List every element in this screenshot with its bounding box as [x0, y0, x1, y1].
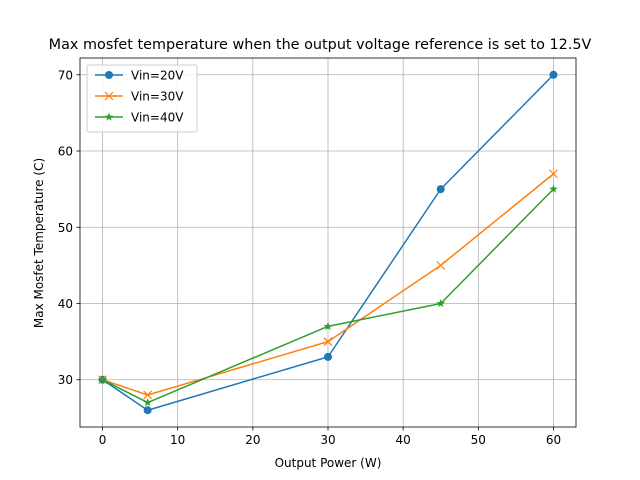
legend-label: Vin=20V [131, 69, 184, 83]
x-axis-label: Output Power (W) [275, 456, 382, 470]
data-point [436, 260, 446, 270]
chart-title: Max mosfet temperature when the output v… [49, 37, 592, 53]
y-tick-label: 70 [58, 68, 73, 82]
data-point [323, 321, 333, 330]
data-point [143, 390, 153, 400]
legend-item: Vin=40V [95, 111, 184, 125]
data-point [143, 406, 152, 415]
x-tick-label: 50 [471, 433, 486, 447]
y-tick-label: 40 [58, 297, 73, 311]
y-tick-label: 60 [58, 145, 73, 159]
x-tick-label: 0 [99, 433, 107, 447]
y-tick-label: 50 [58, 221, 73, 235]
legend-marker [104, 112, 114, 121]
legend-item: Vin=20V [95, 69, 184, 83]
legend: Vin=20V Vin=30V Vin=40V [86, 64, 198, 133]
data-point [323, 337, 333, 347]
data-point [143, 398, 152, 407]
legend-marker [104, 91, 114, 101]
x-tick-label: 10 [170, 433, 185, 447]
legend-item: Vin=30V [95, 90, 184, 104]
x-tick-label: 30 [320, 433, 335, 447]
x-tick-label: 60 [546, 433, 561, 447]
y-axis-ticks: 30 40 50 60 70 [58, 68, 80, 387]
y-tick-label: 30 [58, 373, 73, 387]
data-point [436, 185, 445, 194]
series-2 [98, 184, 558, 407]
data-point [324, 352, 332, 361]
legend-box [86, 64, 198, 133]
grid [80, 58, 576, 427]
legend-label: Vin=40V [131, 111, 184, 125]
data-point [549, 70, 558, 79]
series-1 [98, 169, 558, 400]
data-point [549, 184, 558, 193]
data-point [549, 169, 558, 179]
y-axis-label: Max Mosfet Temperature (C) [32, 158, 46, 328]
legend-marker [105, 71, 113, 79]
data-point [436, 298, 446, 308]
x-tick-label: 20 [245, 433, 260, 447]
series-group [98, 70, 558, 415]
x-tick-label: 40 [396, 433, 411, 447]
x-axis-ticks: 0 10 20 30 40 50 60 [99, 427, 561, 447]
data-point [98, 375, 107, 384]
legend-label: Vin=30V [131, 90, 184, 104]
